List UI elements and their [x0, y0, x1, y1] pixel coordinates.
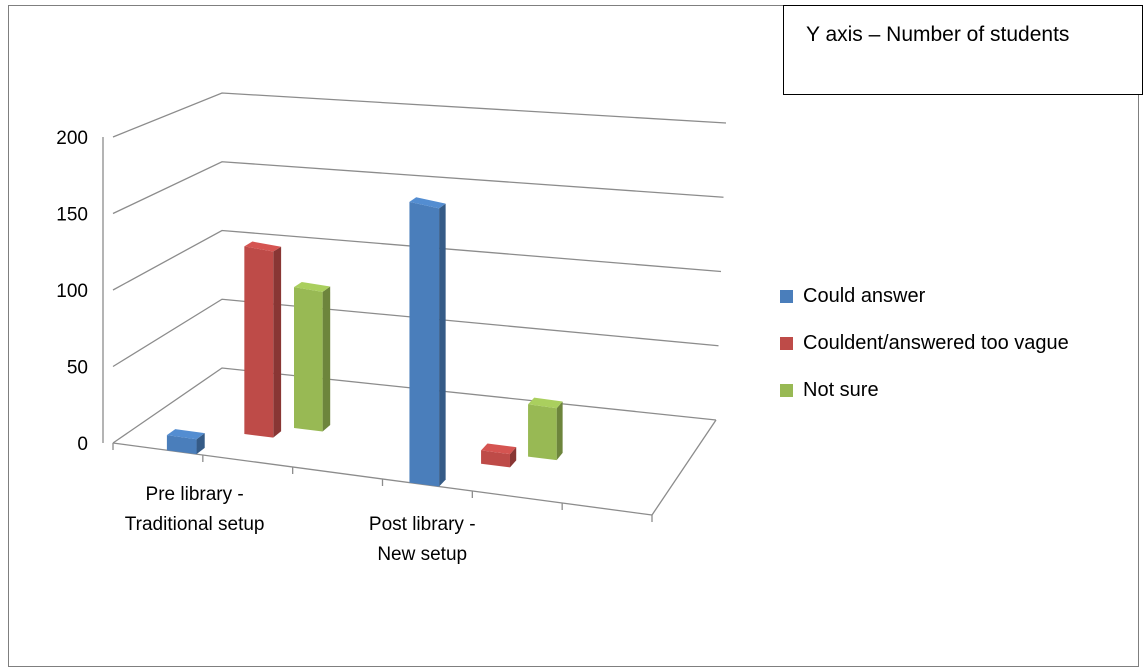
x-axis-categories: Pre library - Traditional setup Post libra…: [125, 484, 476, 565]
x-category-label-line: New setup: [377, 544, 467, 565]
bar-top: [166, 429, 205, 440]
bar-front: [528, 404, 557, 461]
y-axis-note-text: Y axis – Number of students: [806, 23, 1070, 46]
x-category-label-line: Pre library -: [146, 484, 244, 505]
bar: [528, 397, 563, 461]
y-tick-label: 200: [56, 128, 88, 149]
y-axis-ticks: 0 50 100 150 200: [56, 128, 88, 455]
y-tick-label: 50: [67, 358, 88, 379]
y-tick-label: 100: [56, 281, 88, 302]
gridline: [112, 92, 727, 138]
bar-front: [294, 287, 323, 432]
bar-front: [244, 246, 274, 438]
gridline: [112, 298, 719, 368]
x-category-label-line: Post library -: [369, 514, 476, 535]
legend-item-not-sure: Not sure: [780, 374, 1069, 406]
floor-right-edge: [651, 419, 717, 516]
bar-side: [509, 447, 517, 468]
bar: [294, 281, 331, 432]
bar-front: [481, 450, 510, 468]
bar-side: [439, 203, 446, 487]
bar: [409, 197, 446, 487]
bar-front: [166, 435, 197, 455]
y-tick-label: 0: [77, 434, 88, 455]
x-category-label: Pre library - Traditional setup: [125, 484, 265, 535]
bar-top: [481, 443, 517, 455]
chart-bars: [166, 197, 563, 487]
x-category-label: Post library - New setup: [369, 514, 476, 565]
bar: [481, 443, 517, 468]
legend: Could answer Couldent/answered too vague…: [780, 280, 1069, 421]
y-tick-label: 150: [56, 205, 88, 226]
bar: [244, 241, 282, 438]
bar-top: [409, 197, 446, 209]
bar-front: [409, 201, 440, 487]
legend-swatch: [780, 289, 793, 303]
bar-side: [322, 286, 331, 432]
legend-item-could-answer: Could answer: [780, 280, 1069, 312]
bar-side: [556, 401, 563, 461]
bar-side: [273, 246, 282, 438]
legend-item-couldent: Couldent/answered too vague: [780, 327, 1069, 359]
legend-label: Couldent/answered too vague: [803, 331, 1069, 354]
legend-label: Not sure: [803, 378, 879, 401]
bar-top: [244, 241, 282, 252]
legend-swatch: [780, 336, 793, 350]
legend-swatch: [780, 383, 793, 397]
chart-frame: [8, 5, 1139, 667]
bar-top: [294, 281, 331, 292]
bar-side: [196, 433, 205, 455]
bar: [166, 429, 205, 455]
legend-label: Could answer: [803, 284, 926, 307]
x-category-label-line: Traditional setup: [125, 514, 265, 535]
gridline: [112, 161, 724, 215]
y-axis-note: Y axis – Number of students: [783, 5, 1143, 95]
gridline: [112, 229, 722, 291]
bar-top: [528, 397, 563, 409]
